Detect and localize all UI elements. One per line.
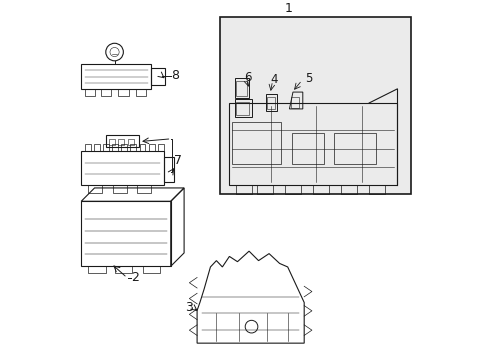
Bar [94,144,100,151]
Bar [158,144,163,151]
Bar [235,185,251,194]
Text: 8: 8 [171,69,179,82]
Bar [220,17,410,194]
Bar [112,144,118,151]
Bar [163,157,174,182]
Bar [113,185,126,193]
Bar [137,185,151,193]
Bar [333,133,375,165]
Bar [340,185,356,194]
Text: 5: 5 [305,72,312,85]
Bar [265,94,277,111]
Text: 3: 3 [184,301,192,314]
Bar [234,78,249,98]
Bar [291,133,323,165]
Bar [139,144,145,151]
Bar [108,139,115,145]
Bar [101,89,111,96]
Bar [148,144,154,151]
Bar [103,144,109,151]
Text: 2: 2 [131,271,139,284]
Bar [81,201,170,266]
Bar [266,96,275,109]
Bar [84,144,90,151]
Bar [256,185,272,194]
Bar [127,139,134,145]
Bar [232,122,281,165]
Bar [234,99,252,117]
Text: 7: 7 [173,154,181,167]
Bar [368,185,384,194]
Bar [312,185,328,194]
Bar [121,144,127,151]
Bar [151,68,164,85]
Text: 6: 6 [244,71,251,84]
Bar [130,144,136,151]
Bar [81,151,163,185]
Bar [118,89,128,96]
Bar [88,185,102,193]
Bar [105,135,139,147]
Bar [290,97,299,108]
Bar [135,89,146,96]
Bar [236,102,249,115]
Bar [114,266,132,273]
Bar [88,266,105,273]
Bar [285,185,300,194]
Bar [81,64,151,89]
Text: 1: 1 [284,2,292,15]
Text: 4: 4 [270,73,278,86]
Bar [118,139,124,145]
Bar [236,81,247,96]
Bar [84,89,95,96]
Bar [142,266,160,273]
